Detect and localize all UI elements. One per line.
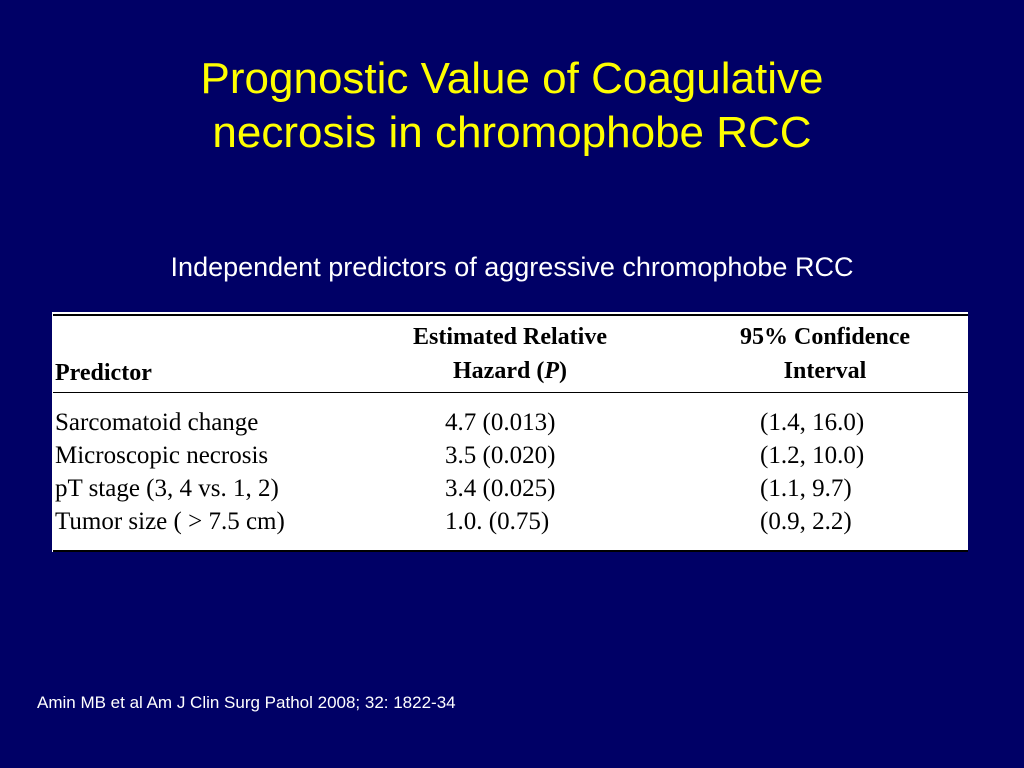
cell-confidence-interval: (1.1, 9.7) xyxy=(760,475,852,502)
p-value-symbol: P xyxy=(544,358,559,384)
header-confidence-interval: 95% Confidence Interval xyxy=(710,320,940,388)
cell-hazard: 3.4 (0.025) xyxy=(445,475,556,502)
table-row: Sarcomatoid change 4.7 (0.013) (1.4, 16.… xyxy=(50,406,968,439)
citation: Amin MB et al Am J Clin Surg Pathol 2008… xyxy=(37,693,456,712)
table-left-edge xyxy=(50,312,52,552)
slide-subtitle: Independent predictors of aggressive chr… xyxy=(170,252,854,282)
cell-predictor: Tumor size ( > 7.5 cm) xyxy=(55,508,285,535)
header-predictor: Predictor xyxy=(55,360,152,386)
header-ci-line-1: 95% Confidence xyxy=(740,324,910,350)
table-body: Sarcomatoid change 4.7 (0.013) (1.4, 16.… xyxy=(50,406,968,538)
cell-predictor: Microscopic necrosis xyxy=(55,442,269,469)
header-ci-line-2: Interval xyxy=(783,358,867,384)
table-row: Tumor size ( > 7.5 cm) 1.0. (0.75) (0.9,… xyxy=(50,505,968,538)
header-hazard-line-1: Estimated Relative xyxy=(413,324,607,350)
table-top-rule xyxy=(53,314,968,316)
cell-hazard: 4.7 (0.013) xyxy=(445,409,556,436)
slide-title-line-1: Prognostic Value of Coagulative xyxy=(200,54,824,103)
predictor-table: Predictor Estimated Relative Hazard (P) … xyxy=(50,312,968,552)
table-row: pT stage (3, 4 vs. 1, 2) 3.4 (0.025) (1.… xyxy=(50,472,968,505)
cell-predictor: Sarcomatoid change xyxy=(55,409,259,436)
slide-title-line-2: necrosis in chromophobe RCC xyxy=(212,108,812,157)
cell-confidence-interval: (1.2, 10.0) xyxy=(760,442,865,469)
cell-hazard: 1.0. (0.75) xyxy=(445,508,550,535)
slide-title: Prognostic Value of Coagulative necrosis… xyxy=(0,52,1024,160)
header-hazard: Estimated Relative Hazard (P) xyxy=(370,320,650,388)
cell-hazard: 3.5 (0.020) xyxy=(445,442,556,469)
table-bottom-rule xyxy=(53,550,968,552)
cell-predictor: pT stage (3, 4 vs. 1, 2) xyxy=(55,475,279,502)
header-hazard-line-2: Hazard (P) xyxy=(453,358,567,384)
cell-confidence-interval: (1.4, 16.0) xyxy=(760,409,865,436)
cell-confidence-interval: (0.9, 2.2) xyxy=(760,508,852,535)
table-header-rule xyxy=(53,392,968,393)
table-row: Microscopic necrosis 3.5 (0.020) (1.2, 1… xyxy=(50,439,968,472)
